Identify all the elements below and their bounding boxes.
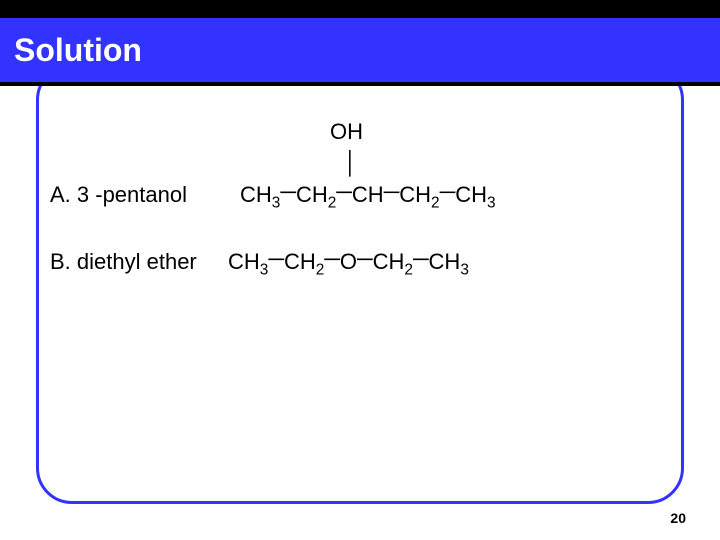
item-a-label: A. 3 -pentanol — [50, 181, 240, 210]
bond-vertical: │ — [344, 149, 670, 178]
page-number: 20 — [670, 510, 686, 526]
content-area: OH │ A. 3 -pentanol CH3─CH2─CH─CH2─CH3 B… — [50, 100, 670, 280]
slide-title: Solution — [14, 32, 142, 69]
item-b-formula: CH3─CH2─O─CH2─CH3 — [228, 248, 469, 280]
header-blue-bar: Solution — [0, 18, 720, 82]
item-b-row: B. diethyl ether CH3─CH2─O─CH2─CH3 — [50, 248, 670, 280]
item-b-label: B. diethyl ether — [50, 248, 240, 277]
header-black-bar — [0, 0, 720, 18]
item-a-formula: CH3─CH2─CH─CH2─CH3 — [240, 181, 496, 213]
oh-group: OH │ — [330, 118, 670, 177]
header-underline — [0, 82, 720, 86]
item-a-row: A. 3 -pentanol CH3─CH2─CH─CH2─CH3 — [50, 181, 670, 213]
oh-label: OH — [330, 118, 670, 147]
